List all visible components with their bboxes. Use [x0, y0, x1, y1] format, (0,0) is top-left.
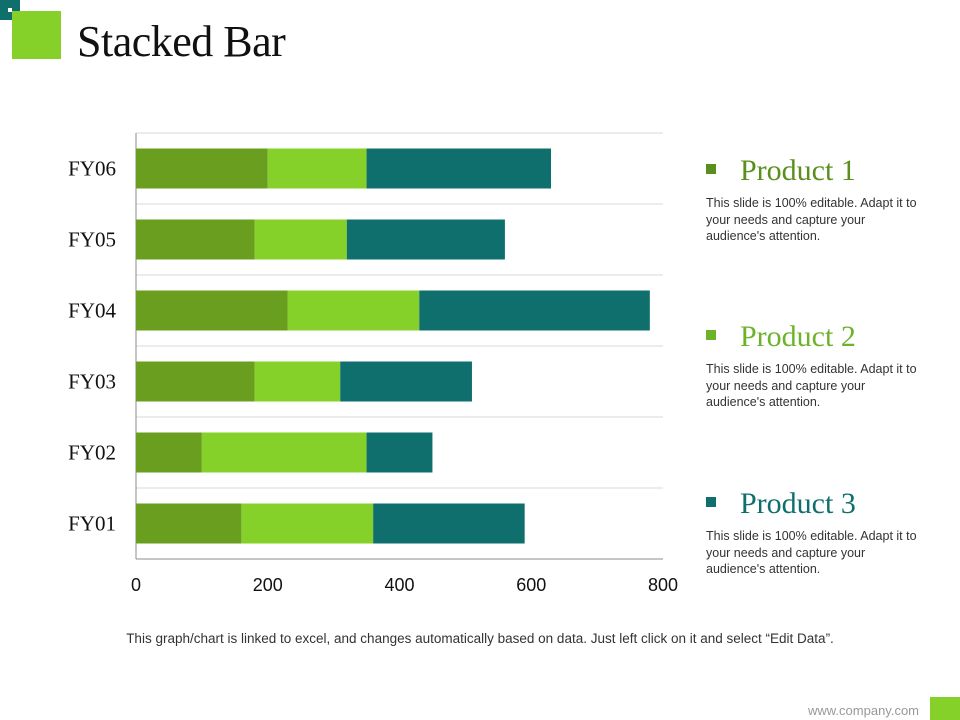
bar-fy02-product-1: [136, 432, 202, 473]
x-tick-label: 400: [384, 575, 414, 595]
bar-fy04-product-3: [419, 290, 650, 331]
y-tick-label: FY06: [68, 157, 116, 181]
bar-fy01-product-1: [136, 503, 242, 544]
bar-fy06-product-3: [366, 148, 552, 189]
legend-marker-product-2: [706, 330, 716, 340]
legend-product-2: Product 2 This slide is 100% editable. A…: [706, 319, 936, 411]
bar-fy06-product-2: [267, 148, 367, 189]
legend-marker-product-3: [706, 497, 716, 507]
legend-description-product-2: This slide is 100% editable. Adapt it to…: [706, 362, 917, 409]
bar-fy05-product-2: [254, 219, 347, 260]
y-tick-label: FY03: [68, 370, 116, 394]
legend-marker-product-1: [706, 164, 716, 174]
corner-decoration-green: [12, 11, 61, 59]
y-tick-label: FY01: [68, 512, 116, 536]
bar-fy06-product-1: [136, 148, 268, 189]
bar-fy02-product-3: [366, 432, 433, 473]
legend-product-3: Product 3 This slide is 100% editable. A…: [706, 486, 936, 578]
bar-fy01-product-2: [241, 503, 374, 544]
legend-description-product-1: This slide is 100% editable. Adapt it to…: [706, 196, 917, 243]
x-tick-label: 0: [131, 575, 141, 595]
legend-product-1: Product 1 This slide is 100% editable. A…: [706, 153, 936, 245]
corner-decoration-gap: [8, 8, 12, 12]
y-tick-label: FY05: [68, 228, 116, 252]
bar-fy03-product-2: [254, 361, 341, 402]
y-tick-label: FY02: [68, 441, 116, 465]
bar-fy04-product-1: [136, 290, 288, 331]
bar-fy05-product-3: [346, 219, 505, 260]
legend-description-product-3: This slide is 100% editable. Adapt it to…: [706, 529, 917, 576]
slide-title: Stacked Bar: [77, 17, 286, 66]
bar-fy04-product-2: [287, 290, 420, 331]
legend-title-product-1: Product 1: [740, 154, 856, 187]
x-tick-label: 800: [648, 575, 678, 595]
bar-fy03-product-1: [136, 361, 255, 402]
footer-accent-square: [930, 697, 960, 720]
x-tick-label: 600: [516, 575, 546, 595]
footer-url: www.company.com: [807, 703, 919, 718]
x-tick-label: 200: [253, 575, 283, 595]
bar-fy01-product-3: [373, 503, 525, 544]
legend-title-product-2: Product 2: [740, 320, 856, 353]
chart-footnote: This graph/chart is linked to excel, and…: [126, 631, 834, 646]
y-tick-label: FY04: [68, 299, 116, 323]
legend-title-product-3: Product 3: [740, 487, 856, 520]
bar-fy05-product-1: [136, 219, 255, 260]
bar-fy02-product-2: [201, 432, 367, 473]
bar-fy03-product-3: [340, 361, 472, 402]
